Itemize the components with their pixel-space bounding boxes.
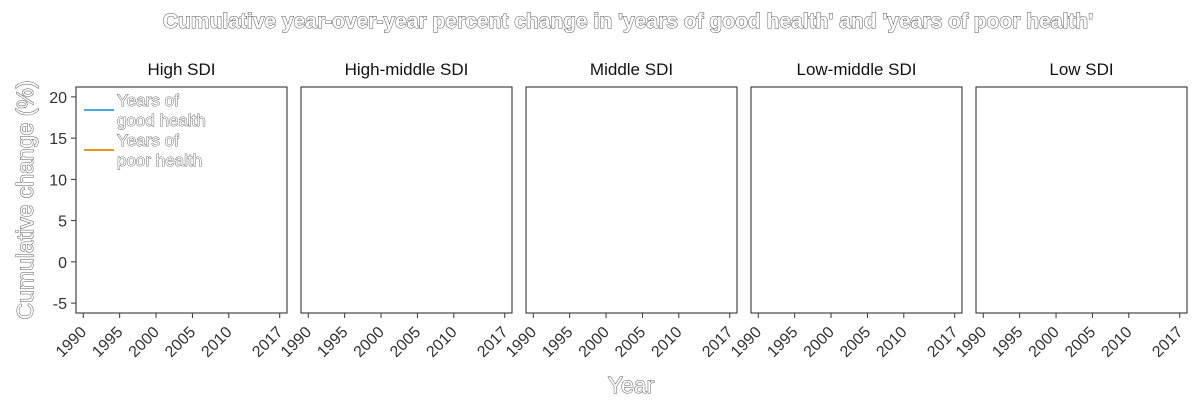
panel-low-sdi: Low SDI 1990 1995 2000 2005 2010 2017 — [953, 60, 1188, 361]
x-tick-label: 2000 — [351, 324, 388, 361]
x-tick-label: 2017 — [474, 324, 511, 361]
panel-title: High SDI — [147, 60, 215, 79]
x-tick-label: 2000 — [801, 324, 838, 361]
panel-frame — [300, 86, 513, 314]
x-tick-label: 2010 — [648, 324, 685, 361]
x-tick-label: 2017 — [699, 324, 736, 361]
x-tick-label: 2017 — [924, 324, 961, 361]
y-tick-label: 10 — [49, 172, 67, 189]
x-tick-label: 2017 — [1149, 324, 1186, 361]
x-tick-label: 1990 — [728, 324, 765, 361]
y-tick-label: 0 — [58, 255, 67, 272]
y-axis-label: Cumulative change (%) — [12, 80, 38, 319]
panel-title: Middle SDI — [590, 60, 673, 79]
x-tick-label: 2000 — [576, 324, 613, 361]
x-tick-label: 2010 — [198, 324, 235, 361]
x-tick-label: 2010 — [423, 324, 460, 361]
x-tick-label: 2005 — [162, 324, 199, 361]
x-tick-label: 1995 — [989, 324, 1026, 361]
legend-label: good health — [117, 111, 206, 130]
x-tick-label: 1995 — [539, 324, 576, 361]
panel-frame — [975, 86, 1188, 314]
x-tick-label: 1995 — [764, 324, 801, 361]
y-tick-label: 15 — [49, 131, 67, 148]
y-tick-label: 5 — [58, 214, 67, 231]
panel-title: High-middle SDI — [345, 60, 469, 79]
x-tick-label: 1990 — [503, 324, 540, 361]
chart-title: Cumulative year-over-year percent change… — [163, 10, 1093, 33]
panel-title: Low SDI — [1049, 60, 1113, 79]
x-tick-label: 2010 — [1098, 324, 1135, 361]
panel-frame — [750, 86, 963, 314]
x-tick-label: 1995 — [314, 324, 351, 361]
x-tick-label: 2005 — [1062, 324, 1099, 361]
x-tick-label: 1995 — [89, 324, 126, 361]
x-tick-label: 2010 — [873, 324, 910, 361]
y-tick-label: -5 — [53, 296, 67, 313]
legend-label: Years of — [117, 91, 179, 110]
x-tick-label: 1990 — [53, 324, 90, 361]
panel-high-middle-sdi: High-middle SDI 1990 1995 2000 2005 2010 2017 — [278, 60, 513, 361]
x-tick-label: 2005 — [612, 324, 649, 361]
x-tick-label: 2000 — [126, 324, 163, 361]
legend-label: Years of — [117, 131, 179, 150]
panel-title: Low-middle SDI — [797, 60, 917, 79]
legend-label: poor health — [117, 151, 202, 170]
x-tick-label: 2000 — [1026, 324, 1063, 361]
panel-frame — [75, 86, 288, 314]
x-axis-label: Year — [608, 372, 655, 398]
x-tick-label: 2005 — [837, 324, 874, 361]
panel-frame — [525, 86, 738, 314]
panel-middle-sdi: Middle SDI 1990 1995 2000 2005 2010 2017 — [503, 60, 738, 361]
panel-low-middle-sdi: Low-middle SDI 1990 1995 2000 2005 2010 2017 — [728, 60, 963, 361]
x-tick-label: 2017 — [249, 324, 286, 361]
y-tick-label: 20 — [49, 90, 67, 107]
x-tick-label: 1990 — [953, 324, 990, 361]
x-tick-label: 2005 — [387, 324, 424, 361]
x-tick-label: 1990 — [278, 324, 315, 361]
